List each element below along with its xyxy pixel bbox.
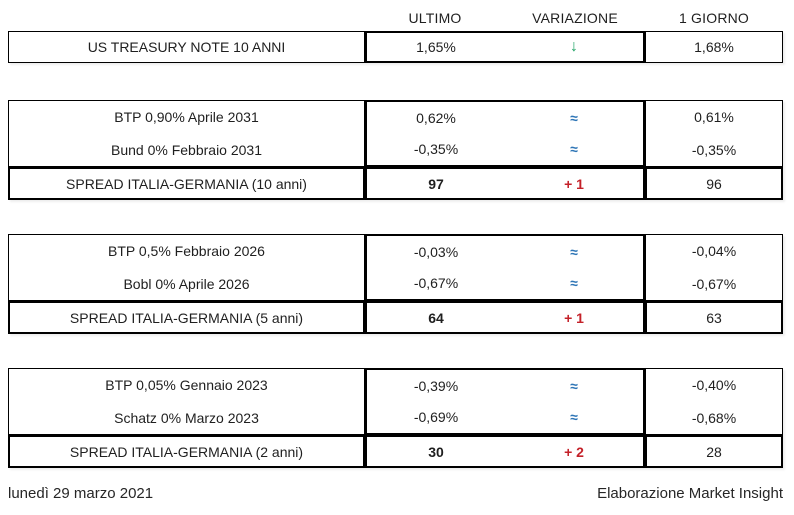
approx-equal-icon: ≈ <box>570 141 578 158</box>
credit-label: Elaborazione Market Insight <box>597 485 783 502</box>
section-10-anni: BTP 0,90% Aprile 2031 Bund 0% Febbraio 2… <box>8 100 783 200</box>
spread-variazione-value: + 1 <box>564 309 584 326</box>
ultimo-value: 1,65% <box>416 39 456 55</box>
column-header-variazione: VARIAZIONE <box>532 10 618 26</box>
column-header-1giorno: 1 GIORNO <box>678 10 750 26</box>
spread-row-5-anni: SPREAD ITALIA-GERMANIA (5 anni) 64 + 1 6… <box>8 301 783 334</box>
column-header-ultimo: ULTIMO <box>408 10 462 26</box>
spread-label: SPREAD ITALIA-GERMANIA (10 anni) <box>8 167 365 200</box>
spread-values-box: 30 + 2 <box>365 435 645 468</box>
bond-labels-box: BTP 0,90% Aprile 2031 Bund 0% Febbraio 2… <box>8 100 365 167</box>
us-treasury-row: US TREASURY NOTE 10 ANNI 1,65% ↓ 1,68% <box>8 31 783 63</box>
approx-equal-icon: ≈ <box>570 243 578 260</box>
bond-rates-table: ULTIMO VARIAZIONE 1 GIORNO US TREASURY N… <box>8 7 783 502</box>
spread-values-box: 97 + 1 <box>365 167 645 200</box>
spread-values-box: 64 + 1 <box>365 301 645 334</box>
approx-equal-icon: ≈ <box>570 377 578 394</box>
approx-equal-icon: ≈ <box>570 275 578 292</box>
bond-labels-box: BTP 0,5% Febbraio 2026 Bobl 0% Aprile 20… <box>8 234 365 301</box>
bond-labels-box: BTP 0,05% Gennaio 2023 Schatz 0% Marzo 2… <box>8 368 365 435</box>
bond-values-box: 0,62% ≈ -0,35% ≈ <box>365 100 645 167</box>
bond-label: Bund 0% Febbraio 2031 <box>111 141 262 158</box>
spread-giorno-value: 63 <box>645 301 783 334</box>
bond-label: BTP 0,05% Gennaio 2023 <box>105 377 268 394</box>
giorno-value: 0,61% <box>694 109 734 126</box>
bond-label: Bobl 0% Aprile 2026 <box>123 275 250 292</box>
ultimo-value: -0,39% <box>413 377 459 394</box>
section-2-anni: BTP 0,05% Gennaio 2023 Schatz 0% Marzo 2… <box>8 368 783 468</box>
footer: lunedì 29 marzo 2021 Elaborazione Market… <box>8 485 783 502</box>
instrument-label: US TREASURY NOTE 10 ANNI <box>8 31 365 63</box>
bond-giorno-box: 0,61% -0,35% <box>645 100 783 167</box>
ultimo-value: 0,62% <box>416 109 456 126</box>
ultimo-value: -0,69% <box>413 409 459 426</box>
bond-rows-2-anni: BTP 0,05% Gennaio 2023 Schatz 0% Marzo 2… <box>8 368 783 435</box>
treasury-ultimo-variazione-box: 1,65% ↓ <box>365 31 645 63</box>
giorno-value: -0,67% <box>691 275 737 292</box>
spread-variazione-value: + 1 <box>564 175 584 192</box>
bond-giorno-box: -0,40% -0,68% <box>645 368 783 435</box>
spread-row-2-anni: SPREAD ITALIA-GERMANIA (2 anni) 30 + 2 2… <box>8 435 783 468</box>
spread-row-10-anni: SPREAD ITALIA-GERMANIA (10 anni) 97 + 1 … <box>8 167 783 200</box>
giorno-value: -0,40% <box>691 377 737 394</box>
spread-variazione-value: + 2 <box>564 443 584 460</box>
giorno-value: 1,68% <box>645 31 783 63</box>
spread-ultimo-value: 97 <box>428 175 444 192</box>
bond-values-box: -0,03% ≈ -0,67% ≈ <box>365 234 645 301</box>
spread-ultimo-value: 64 <box>428 309 444 326</box>
spread-label: SPREAD ITALIA-GERMANIA (5 anni) <box>8 301 365 334</box>
bond-values-box: -0,39% ≈ -0,69% ≈ <box>365 368 645 435</box>
bond-rows-10-anni: BTP 0,90% Aprile 2031 Bund 0% Febbraio 2… <box>8 100 783 167</box>
approx-equal-icon: ≈ <box>570 109 578 126</box>
spread-giorno-value: 28 <box>645 435 783 468</box>
giorno-value: -0,35% <box>691 141 737 158</box>
ultimo-value: -0,03% <box>413 243 459 260</box>
table-header: ULTIMO VARIAZIONE 1 GIORNO <box>8 7 783 29</box>
giorno-value: -0,68% <box>691 409 737 426</box>
bond-label: Schatz 0% Marzo 2023 <box>114 409 259 426</box>
bond-label: BTP 0,5% Febbraio 2026 <box>108 243 265 260</box>
ultimo-value: -0,67% <box>413 275 459 292</box>
down-arrow-icon: ↓ <box>570 38 578 55</box>
section-5-anni: BTP 0,5% Febbraio 2026 Bobl 0% Aprile 20… <box>8 234 783 334</box>
date-label: lunedì 29 marzo 2021 <box>8 485 154 502</box>
header-spacer <box>8 7 365 29</box>
spread-giorno-value: 96 <box>645 167 783 200</box>
approx-equal-icon: ≈ <box>570 409 578 426</box>
spread-label: SPREAD ITALIA-GERMANIA (2 anni) <box>8 435 365 468</box>
bond-rows-5-anni: BTP 0,5% Febbraio 2026 Bobl 0% Aprile 20… <box>8 234 783 301</box>
bond-label: BTP 0,90% Aprile 2031 <box>114 109 259 126</box>
spread-ultimo-value: 30 <box>428 443 444 460</box>
ultimo-value: -0,35% <box>413 141 459 158</box>
bond-giorno-box: -0,04% -0,67% <box>645 234 783 301</box>
giorno-value: -0,04% <box>691 243 737 260</box>
